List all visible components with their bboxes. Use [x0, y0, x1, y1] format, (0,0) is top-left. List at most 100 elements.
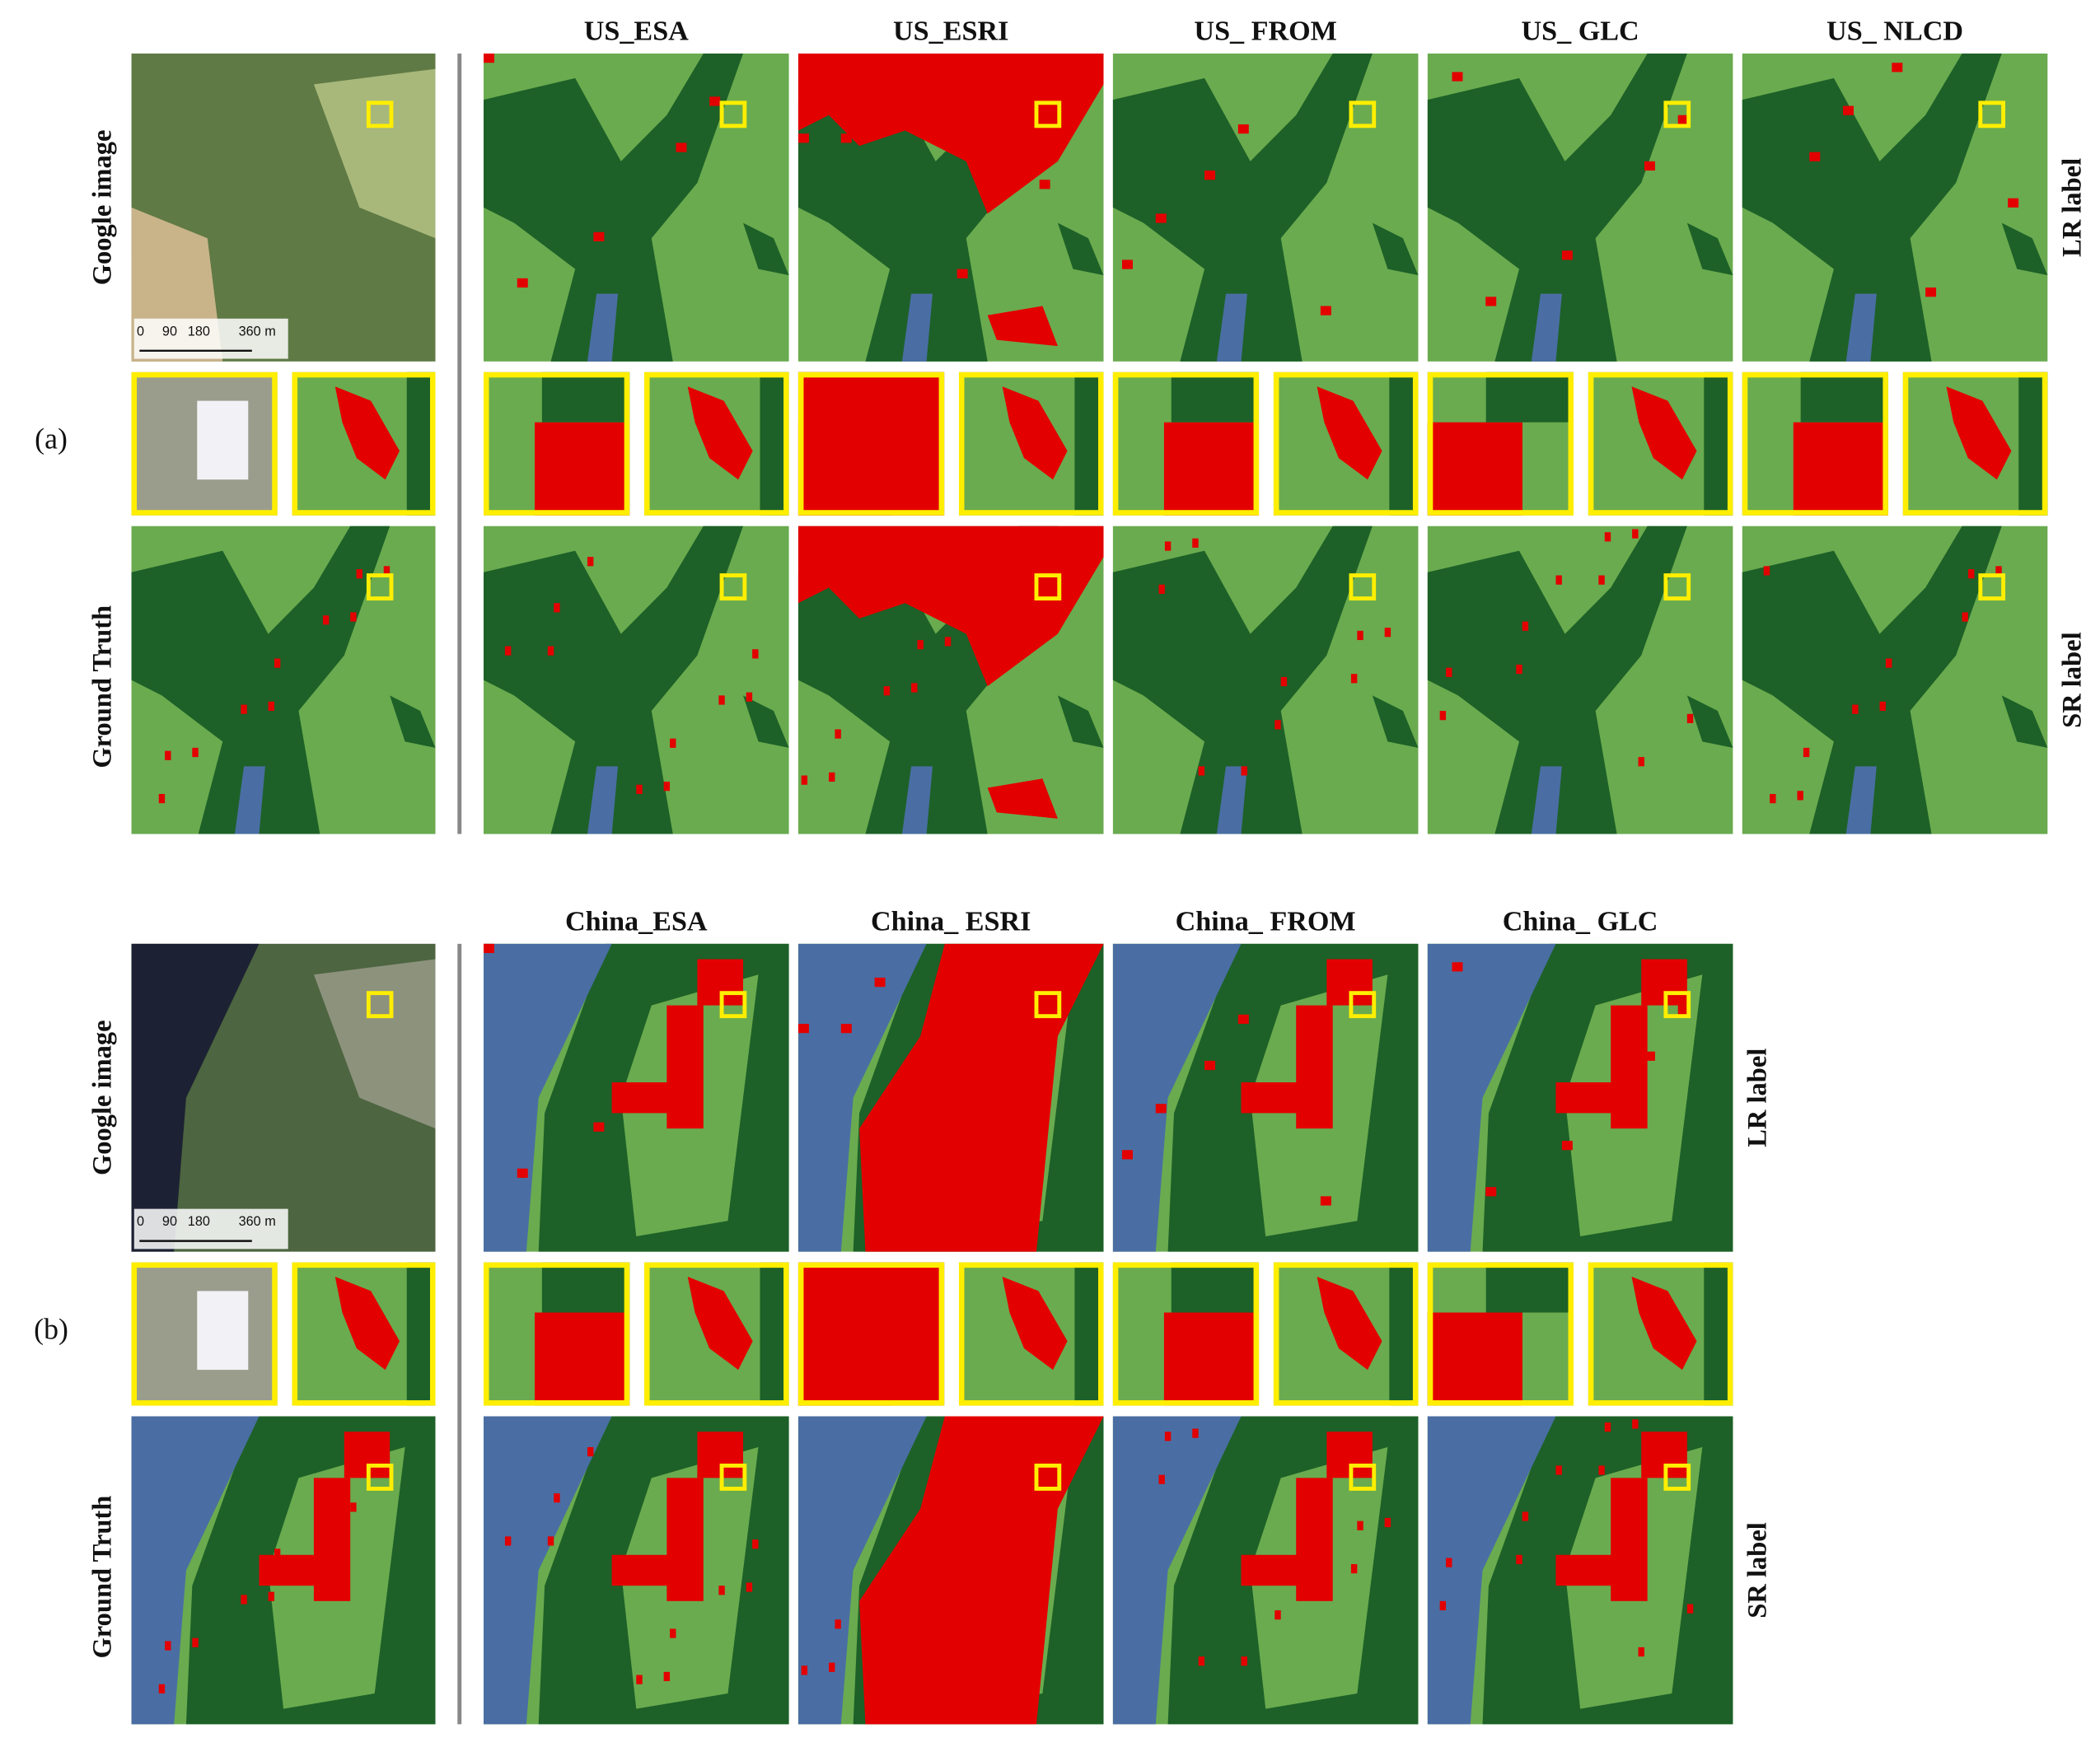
- built-area: [1296, 1005, 1333, 1129]
- building: [197, 1291, 249, 1371]
- built-patch: [994, 593, 1000, 604]
- built-patch: [676, 1033, 687, 1043]
- water: [131, 943, 260, 1252]
- built-patch: [165, 1641, 171, 1651]
- scale-label: 0: [137, 1214, 144, 1229]
- inset-border: [484, 1262, 630, 1406]
- built-patch: [350, 1502, 357, 1512]
- built-patch: [165, 750, 171, 760]
- building: [1002, 1277, 1068, 1371]
- built-patch: [547, 1536, 554, 1546]
- tree-cover: [2001, 222, 2048, 276]
- building: [197, 400, 249, 480]
- built-patch: [1686, 1604, 1694, 1614]
- built-patch: [999, 550, 1006, 560]
- lr-block: [541, 371, 630, 423]
- field: [313, 68, 436, 239]
- built-patch: [1198, 766, 1205, 776]
- inset-border: [1427, 371, 1574, 516]
- built-area: [259, 1554, 320, 1586]
- built-patch: [1485, 297, 1497, 306]
- tree-cover: [1057, 695, 1104, 748]
- water: [1112, 943, 1242, 1252]
- built-patch: [192, 1637, 199, 1647]
- built-patch: [517, 278, 528, 288]
- built-patch: [1516, 664, 1522, 675]
- built-patch: [1122, 1150, 1133, 1160]
- zoom-box: [719, 1463, 747, 1491]
- built-patch: [2008, 198, 2019, 208]
- zoom-box: [1034, 991, 1062, 1019]
- built-patch: [746, 692, 753, 702]
- built-patch: [1446, 1558, 1452, 1567]
- built-patch: [1598, 575, 1605, 585]
- built-patch: [554, 1493, 560, 1503]
- zoom-box: [719, 100, 747, 128]
- scale-bar-bg: [133, 1208, 288, 1250]
- built-patch: [956, 269, 968, 278]
- built-patch: [1027, 1437, 1034, 1447]
- tree-cover: [742, 222, 789, 276]
- zoom-box: [1349, 100, 1377, 128]
- built-patch: [636, 784, 643, 794]
- column-header: US_ESRI: [893, 16, 1008, 46]
- panel-label: (b): [34, 1312, 68, 1345]
- lr-block: [541, 1262, 630, 1313]
- water: [901, 766, 933, 834]
- zoom-box: [366, 991, 394, 1019]
- built-patch: [1039, 1070, 1050, 1080]
- inset-border: [1273, 371, 1419, 516]
- built-patch: [1686, 713, 1694, 723]
- built-patch: [663, 1671, 671, 1682]
- built-patch: [517, 1168, 528, 1178]
- water: [1845, 293, 1877, 362]
- built-patch: [504, 1536, 512, 1546]
- water: [1531, 766, 1562, 834]
- built-patch: [1561, 1141, 1573, 1151]
- built-patch: [746, 1582, 753, 1592]
- tree-cover: [2001, 695, 2048, 748]
- zoom-box: [1349, 991, 1377, 1019]
- built-patch: [1604, 1422, 1611, 1432]
- tree-cover: [1742, 526, 2002, 834]
- lr-block: [1800, 371, 1888, 423]
- built-patch: [1516, 1554, 1522, 1564]
- built-patch: [1809, 152, 1821, 161]
- built-patch: [801, 775, 808, 785]
- building: [334, 386, 400, 480]
- column-header: China_ FROM: [1176, 906, 1356, 937]
- built-patch: [350, 612, 357, 622]
- built-patch: [1158, 1474, 1165, 1484]
- lr-block: [1171, 371, 1260, 423]
- built-patch: [1770, 793, 1776, 804]
- zoom-box: [1978, 100, 2006, 128]
- water: [797, 1416, 927, 1725]
- tree-cover: [1057, 222, 1104, 276]
- built-patch: [587, 1446, 594, 1457]
- built-area: [1296, 1478, 1333, 1601]
- built-patch: [1561, 250, 1573, 260]
- water: [1216, 293, 1247, 362]
- column-header: China_ESA: [565, 906, 708, 937]
- built-patch: [1995, 566, 2002, 576]
- row-label: SR label: [2057, 632, 2087, 727]
- built-patch: [718, 1586, 725, 1595]
- built-patch: [944, 1527, 952, 1537]
- built-patch: [322, 615, 330, 625]
- tree-cover: [1427, 54, 1687, 362]
- built-patch: [1962, 612, 1968, 622]
- built-patch: [356, 1459, 362, 1469]
- built-patch: [1485, 1187, 1497, 1197]
- built-patch: [911, 683, 918, 693]
- built-patch: [874, 977, 886, 988]
- built-area: [1555, 1082, 1617, 1114]
- inset-border: [1112, 371, 1260, 516]
- built-patch: [1555, 1465, 1562, 1475]
- built-area: [1611, 1005, 1648, 1129]
- built-patch: [158, 793, 166, 804]
- built-patch: [241, 704, 247, 714]
- inset-border: [1273, 1262, 1419, 1406]
- row-label: Ground Truth: [88, 605, 118, 768]
- tree-cover: [1112, 526, 1373, 834]
